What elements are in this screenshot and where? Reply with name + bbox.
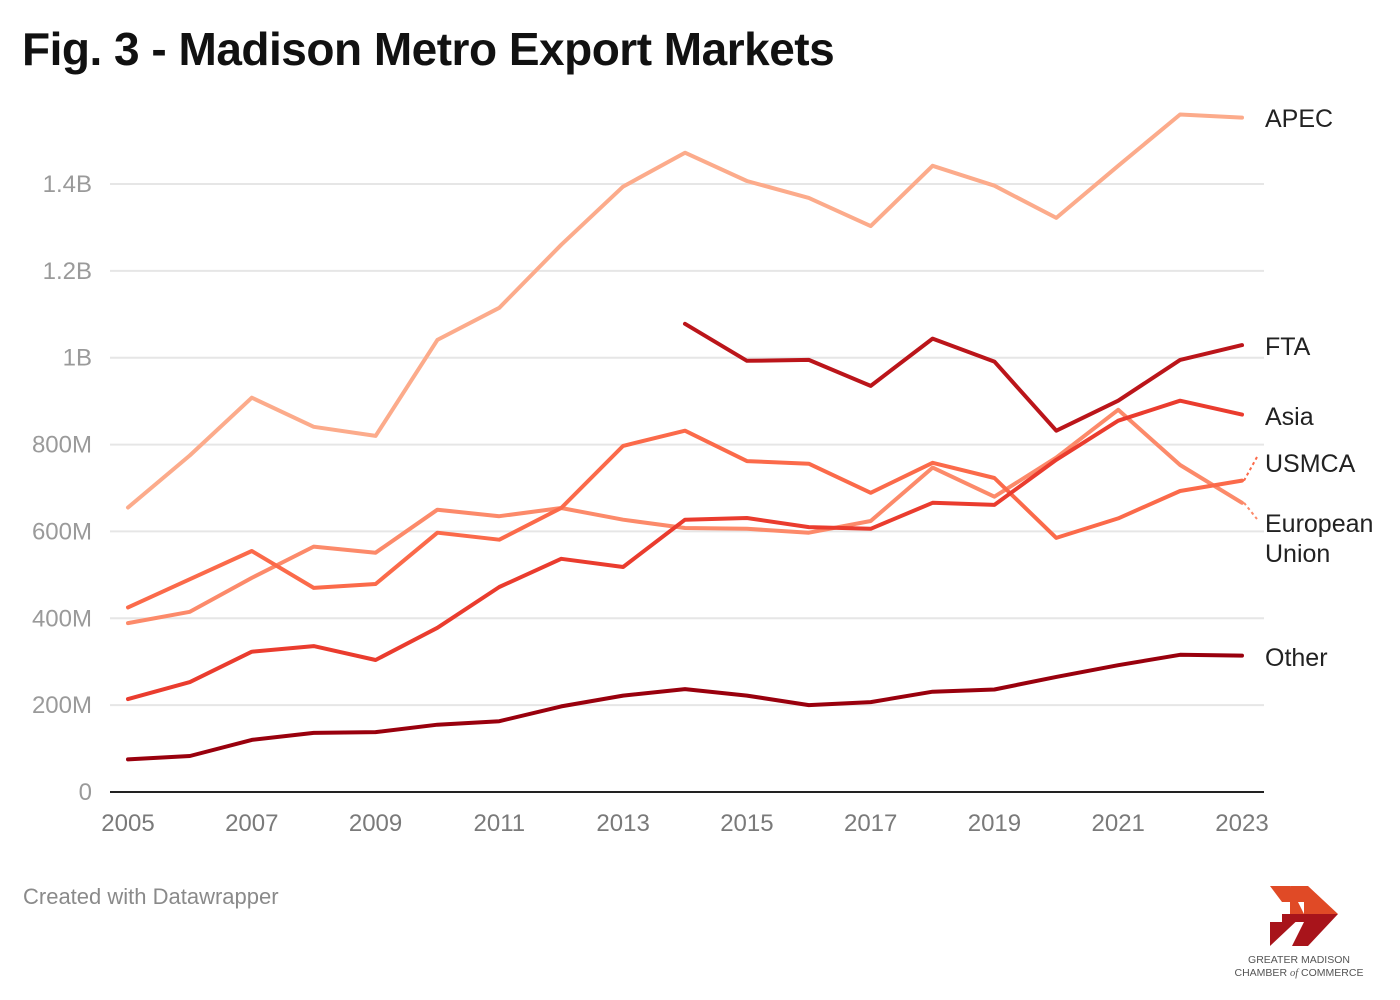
chamber-logo: GREATER MADISON CHAMBER of COMMERCE — [1232, 884, 1366, 984]
series-label-other: Other — [1265, 644, 1328, 672]
series-label-apec: APEC — [1265, 105, 1333, 133]
logo-line-2: CHAMBER of COMMERCE — [1234, 967, 1364, 979]
chart-title: Fig. 3 - Madison Metro Export Markets — [22, 23, 835, 75]
x-tick-label: 2009 — [349, 810, 402, 837]
x-tick-label: 2007 — [225, 810, 278, 837]
y-tick-label: 1B — [63, 345, 92, 372]
y-tick-label: 1.4B — [43, 171, 92, 198]
series-line-asia — [126, 398, 1244, 702]
x-tick-label: 2021 — [1092, 810, 1145, 837]
logo-arrow-top-2 — [1290, 886, 1338, 914]
x-tick-label: 2015 — [720, 810, 773, 837]
series-label-usmca: USMCA — [1265, 450, 1356, 478]
x-tick-label: 2005 — [101, 810, 154, 837]
series-line-european-union — [126, 407, 1244, 626]
series-line-other — [126, 652, 1244, 762]
series-label-fta: FTA — [1265, 333, 1311, 361]
gridlines — [110, 183, 1264, 793]
y-tick-label: 800M — [32, 432, 92, 459]
logo-line-1: GREATER MADISON — [1248, 954, 1350, 966]
series-line-apec — [126, 112, 1244, 510]
series-label-asia: Asia — [1265, 403, 1314, 431]
series-line-usmca — [126, 428, 1244, 610]
x-axis-ticks: 2005 2007 2009 2011 2013 2015 2017 2019 2021 2023 — [101, 810, 1268, 837]
y-tick-label: 600M — [32, 518, 92, 545]
label-connector — [1243, 502, 1258, 520]
series-lines — [126, 112, 1244, 762]
y-tick-label: 200M — [32, 692, 92, 719]
x-tick-label: 2023 — [1215, 810, 1268, 837]
x-tick-label: 2011 — [474, 810, 526, 837]
x-tick-label: 2013 — [596, 810, 649, 837]
y-tick-label: 0 — [79, 779, 92, 806]
logo-arrow-top — [1270, 886, 1304, 914]
x-tick-label: 2017 — [844, 810, 897, 837]
x-tick-label: 2019 — [968, 810, 1021, 837]
footer-credit: Created with Datawrapper — [23, 884, 279, 909]
y-axis-ticks: 0 200M 400M 600M 800M 1B 1.2B 1.4B — [32, 171, 92, 806]
fast-forward-arrows-icon — [1270, 886, 1338, 946]
series-line-fta — [683, 321, 1244, 433]
series-label-european-union: European Union — [1265, 510, 1373, 568]
label-connector — [1243, 456, 1258, 482]
y-tick-label: 1.2B — [43, 258, 92, 285]
y-tick-label: 400M — [32, 605, 92, 632]
logo-arrow-bottom-2 — [1292, 914, 1338, 946]
series-labels: APEC FTA Asia USMCA European Union Other — [1243, 105, 1373, 672]
